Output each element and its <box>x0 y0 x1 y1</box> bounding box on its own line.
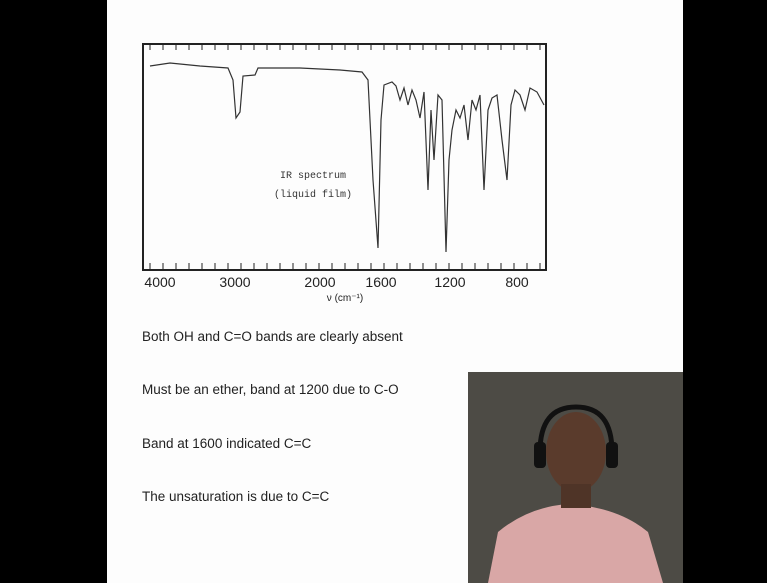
spectrum-caption: (liquid film) <box>274 189 352 201</box>
head <box>546 412 606 492</box>
bullet-text: Must be an ether, band at 1200 due to C-… <box>142 382 399 397</box>
neck <box>561 484 591 508</box>
x-tick-label: 3000 <box>219 274 250 290</box>
x-tick-label: 1600 <box>365 274 396 290</box>
x-tick-label: 800 <box>505 274 529 290</box>
bullet-text: Band at 1600 indicated C=C <box>142 436 311 451</box>
bullet-text: Both OH and C=O bands are clearly absent <box>142 329 403 344</box>
x-axis-label: ν (cm⁻¹) <box>327 293 363 304</box>
spectrum-caption: IR spectrum <box>280 171 346 182</box>
frame-ticks <box>150 44 540 270</box>
bullet-text: The unsaturation is due to C=C <box>142 489 329 504</box>
shirt <box>488 504 663 583</box>
webcam-view <box>468 372 683 583</box>
earpiece <box>606 442 618 468</box>
earpiece <box>534 442 546 468</box>
spectrum-trace <box>150 63 544 252</box>
x-tick-label: 2000 <box>304 274 335 290</box>
x-tick-label: 4000 <box>144 274 175 290</box>
presenter <box>468 372 683 583</box>
x-tick-label: 1200 <box>434 274 465 290</box>
page: IR spectrum (liquid film) 4000 3000 2000… <box>0 0 767 583</box>
